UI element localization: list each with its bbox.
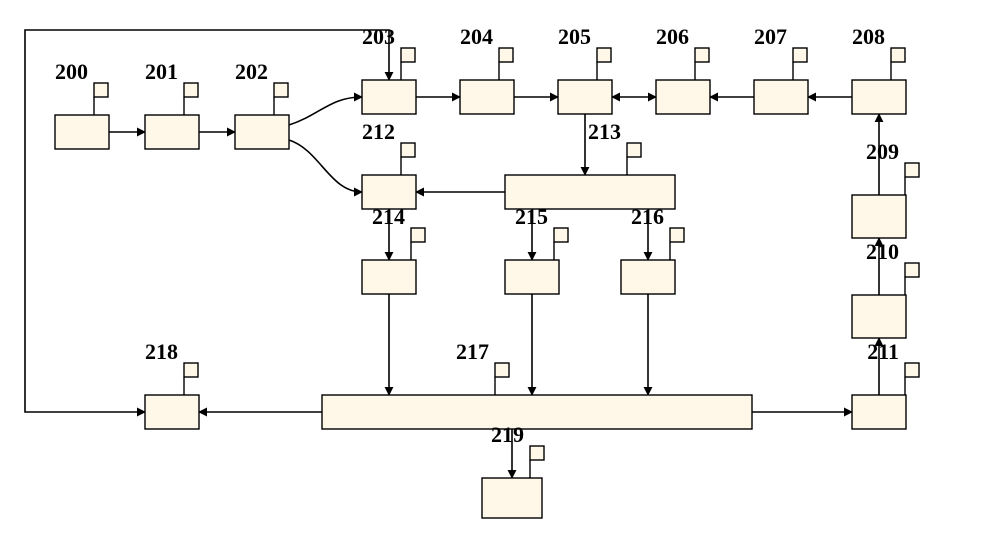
label-213: 213 — [588, 119, 621, 144]
block-205: 205 — [558, 24, 612, 114]
label-212: 212 — [362, 119, 395, 144]
label-219: 219 — [491, 422, 524, 447]
label-211: 211 — [867, 339, 899, 364]
label-207: 207 — [754, 24, 787, 49]
block-217: 217 — [322, 339, 752, 429]
label-218: 218 — [145, 339, 178, 364]
label-210: 210 — [866, 239, 899, 264]
block-209: 209 — [852, 139, 919, 238]
block-204: 204 — [460, 24, 514, 114]
block-206: 206 — [656, 24, 710, 114]
label-203: 203 — [362, 24, 395, 49]
edge-c202_212 — [289, 140, 362, 192]
block-201: 201 — [145, 59, 199, 149]
label-201: 201 — [145, 59, 178, 84]
label-216: 216 — [631, 204, 664, 229]
label-209: 209 — [866, 139, 899, 164]
label-215: 215 — [515, 204, 548, 229]
block-208: 208 — [852, 24, 906, 114]
block-219: 219 — [482, 422, 544, 518]
block-210: 210 — [852, 239, 919, 338]
label-214: 214 — [372, 204, 405, 229]
block-218: 218 — [145, 339, 199, 429]
label-206: 206 — [656, 24, 689, 49]
block-213: 213 — [505, 119, 675, 209]
label-205: 205 — [558, 24, 591, 49]
block-211: 211 — [852, 339, 919, 429]
label-217: 217 — [456, 339, 489, 364]
block-202: 202 — [235, 59, 289, 149]
block-207: 207 — [754, 24, 808, 114]
block-214: 214 — [362, 204, 425, 294]
edge-c218_203 — [25, 30, 389, 412]
edge-c202_203 — [289, 97, 362, 125]
label-204: 204 — [460, 24, 493, 49]
block-215: 215 — [505, 204, 568, 294]
label-200: 200 — [55, 59, 88, 84]
label-202: 202 — [235, 59, 268, 84]
block-212: 212 — [362, 119, 416, 209]
block-diagram: 200 201 202 203 204 205 206 207 208 212 213 214 215 2… — [0, 0, 1000, 549]
label-208: 208 — [852, 24, 885, 49]
block-216: 216 — [621, 204, 684, 294]
block-200: 200 — [55, 59, 109, 149]
